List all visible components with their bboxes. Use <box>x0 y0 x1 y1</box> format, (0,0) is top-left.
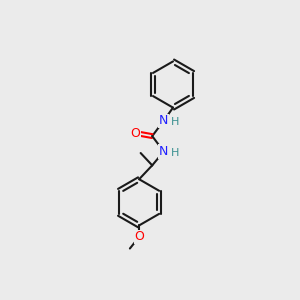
Text: O: O <box>134 230 144 244</box>
Text: N: N <box>159 114 168 127</box>
Text: O: O <box>130 127 140 140</box>
Text: N: N <box>159 145 168 158</box>
Text: H: H <box>171 148 179 158</box>
Text: H: H <box>171 117 179 127</box>
